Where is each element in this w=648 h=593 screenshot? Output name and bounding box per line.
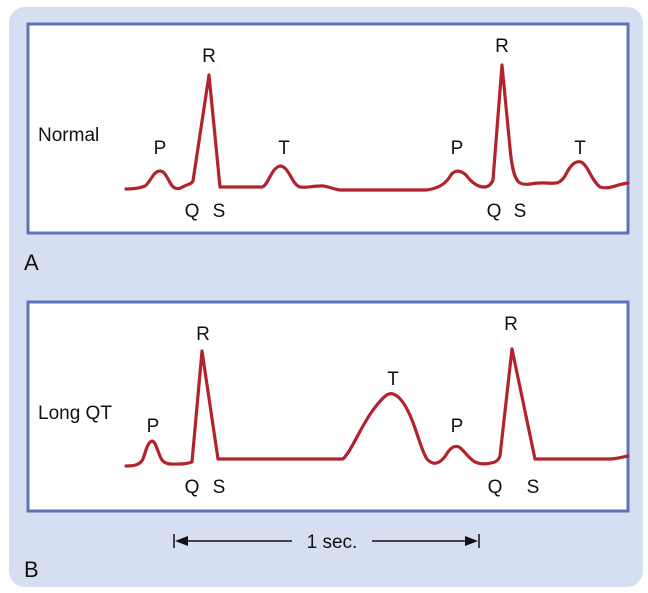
panel-b-beat1-q-label: Q bbox=[185, 477, 200, 498]
panel-a-beat1-s-label: S bbox=[213, 201, 226, 222]
panel-b-beat1-t-label: T bbox=[387, 369, 399, 390]
panel-b-beat2-s-label: S bbox=[527, 477, 540, 498]
panel-a-beat2-r-label: R bbox=[495, 36, 509, 57]
scale-bar-label: 1 sec. bbox=[307, 532, 358, 553]
panel-a: Normal P R Q S T P R Q S T A bbox=[24, 22, 630, 275]
panel-b-beat2-p-label: P bbox=[451, 416, 464, 437]
panel-a-frame bbox=[26, 22, 630, 235]
panel-b-beat2-q-label: Q bbox=[488, 477, 503, 498]
panel-a-beat2-t-label: T bbox=[574, 138, 586, 159]
panel-b: Long QT P R Q S T P R Q S 1 sec. B bbox=[24, 300, 630, 582]
panel-a-beat2-q-label: Q bbox=[487, 201, 502, 222]
panel-a-letter: A bbox=[24, 250, 39, 275]
panel-a-beat1-t-label: T bbox=[278, 138, 290, 159]
panel-b-trace-label: Long QT bbox=[38, 403, 112, 424]
panel-a-beat2-p-label: P bbox=[451, 138, 464, 159]
scale-bar: 1 sec. bbox=[173, 532, 480, 553]
panel-b-ecg-trace bbox=[124, 347, 630, 468]
panel-b-beat1-p-label: P bbox=[147, 416, 160, 437]
panel-a-trace-label: Normal bbox=[38, 125, 99, 146]
panel-a-beat1-q-label: Q bbox=[185, 201, 200, 222]
panel-a-beat2-s-label: S bbox=[514, 201, 527, 222]
panel-b-frame bbox=[26, 300, 630, 513]
panel-b-beat1-r-label: R bbox=[196, 324, 210, 345]
panel-b-beat2-r-label: R bbox=[504, 314, 518, 335]
panel-a-ecg-trace bbox=[124, 63, 630, 192]
scale-bar-left-arrowhead bbox=[175, 536, 188, 546]
panel-b-beat1-s-label: S bbox=[213, 477, 226, 498]
panel-b-letter: B bbox=[24, 557, 39, 582]
scale-bar-right-arrowhead bbox=[465, 536, 478, 546]
panel-a-beat1-p-label: P bbox=[154, 138, 167, 159]
panel-a-beat1-r-label: R bbox=[202, 46, 216, 67]
